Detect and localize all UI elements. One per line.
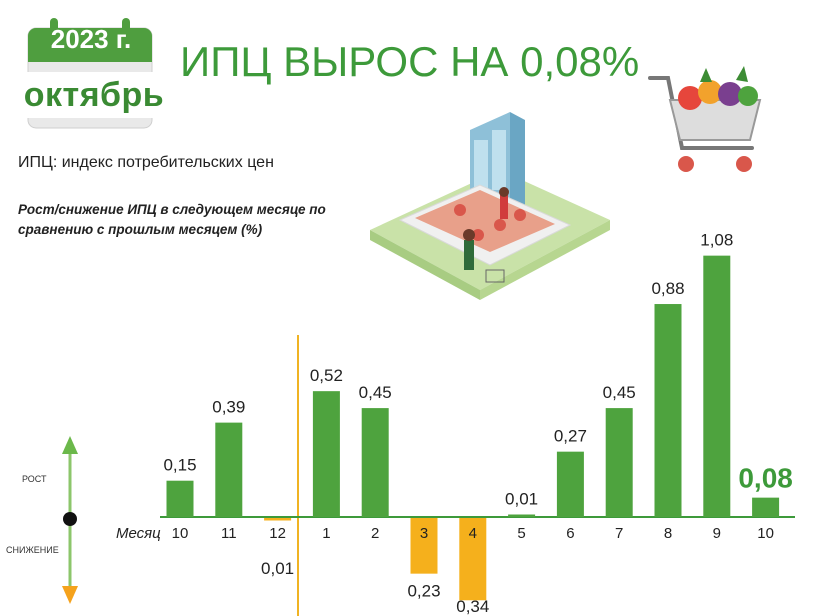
bar-9 bbox=[556, 451, 584, 517]
calendar-badge: 2023 г. октябрь bbox=[24, 16, 164, 132]
legend-down-label: СНИЖЕНИЕ bbox=[6, 545, 59, 555]
x-tick-label: 2 bbox=[371, 525, 379, 542]
legend-up-label: РОСТ bbox=[22, 474, 47, 484]
bar-4 bbox=[312, 391, 340, 517]
data-label: 0,88 bbox=[651, 279, 684, 298]
data-label: 0,15 bbox=[163, 456, 196, 475]
shopping-cart-icon bbox=[648, 66, 762, 172]
x-tick-label: 1 bbox=[322, 525, 330, 542]
bar-11 bbox=[654, 304, 682, 517]
zero-point-icon bbox=[63, 512, 77, 526]
data-label: 0,52 bbox=[310, 366, 343, 385]
x-tick-label: 3 bbox=[420, 525, 428, 542]
x-tick-label: 11 bbox=[221, 525, 237, 542]
page-title: ИПЦ ВЫРОС НА 0,08% bbox=[180, 38, 640, 85]
bar-5 bbox=[361, 408, 389, 517]
x-tick-label: 8 bbox=[664, 525, 672, 542]
bar-7 bbox=[459, 518, 487, 601]
data-label: 1,08 bbox=[700, 231, 733, 250]
bar-2 bbox=[215, 422, 243, 517]
calendar-month: октябрь bbox=[23, 76, 165, 114]
x-tick-label: 9 bbox=[713, 525, 721, 542]
x-tick-label: 5 bbox=[517, 525, 525, 542]
data-label: 0,34 bbox=[456, 597, 489, 616]
calendar-icon bbox=[24, 18, 156, 129]
bar-8 bbox=[508, 514, 536, 517]
data-label: 0,45 bbox=[359, 383, 392, 402]
data-label: 0,08 bbox=[738, 463, 793, 494]
bar-12 bbox=[703, 255, 731, 517]
x-tick-label: 6 bbox=[566, 525, 574, 542]
bars-group: 10 0,15 11 0,39 12 0,01 1 0,52 2 0,45 3 0,23 4 0,34 5 0… bbox=[163, 231, 792, 616]
bar-10 bbox=[605, 408, 633, 517]
calendar-year: 2023 г. bbox=[50, 24, 132, 54]
x-tick-label: 12 bbox=[269, 525, 286, 542]
bar-13 bbox=[752, 497, 780, 517]
x-tick-label: 10 bbox=[757, 525, 774, 542]
arrow-down-icon bbox=[62, 586, 78, 604]
bar-3 bbox=[264, 518, 292, 521]
subtitle: ИПЦ: индекс потребительских цен bbox=[18, 154, 274, 171]
x-tick-label: 7 bbox=[615, 525, 623, 542]
data-label: 0,27 bbox=[554, 427, 587, 446]
bar-6 bbox=[410, 518, 438, 574]
supermarket-illustration bbox=[370, 112, 610, 300]
data-label: 0,01 bbox=[505, 490, 538, 509]
chart-caption: Рост/снижение ИПЦ в следующем месяце по … bbox=[18, 202, 326, 237]
data-label: 0,01 bbox=[261, 559, 294, 578]
data-label: 0,45 bbox=[603, 383, 636, 402]
legend-arrow bbox=[62, 436, 78, 604]
data-label: 0,23 bbox=[407, 582, 440, 601]
data-label: 0,39 bbox=[212, 398, 245, 417]
x-axis-label: Месяц bbox=[116, 525, 161, 542]
x-tick-label: 10 bbox=[172, 525, 189, 542]
arrow-up-icon bbox=[62, 436, 78, 454]
bar-1 bbox=[166, 480, 194, 517]
x-tick-label: 4 bbox=[469, 525, 477, 542]
